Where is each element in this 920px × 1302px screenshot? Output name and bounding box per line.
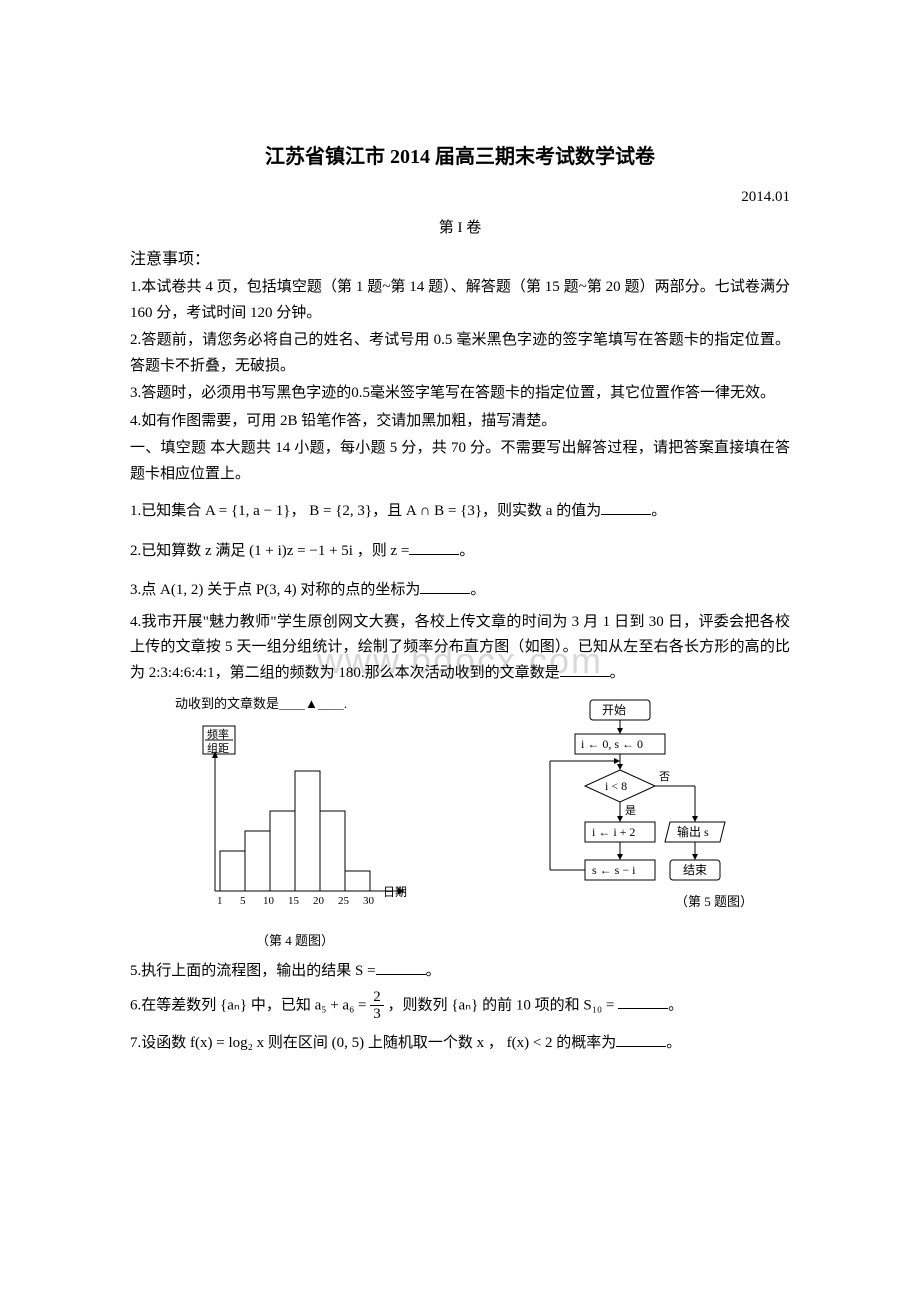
q1-suffix: 。 bbox=[651, 503, 666, 519]
arrow-icon bbox=[617, 728, 623, 734]
frac-num: 2 bbox=[370, 989, 384, 1007]
q6-an: {aₙ} bbox=[220, 997, 247, 1013]
question-6: 6.在等差数列 {aₙ} 中，已知 a₅ + a₆ = 2 3 ，则数列 {aₙ… bbox=[130, 989, 790, 1023]
notice-item: 3.答题时，必须用书写黑色字迹的0.5毫米签字笔写在答题卡的指定位置，其它位置作… bbox=[130, 381, 790, 407]
arrow-icon bbox=[692, 854, 698, 860]
x-tick: 30 bbox=[363, 895, 375, 907]
bar bbox=[345, 871, 370, 891]
blank bbox=[376, 959, 426, 975]
flowchart-svg: 开始 i ← 0, s ← 0 i < 8 否 是 i ← i + 2 s ← … bbox=[495, 696, 755, 926]
question-4: 4.我市开展"魅力教师"学生原创网文大赛，各校上传文章的时间为 3 月 1 日到… bbox=[130, 610, 790, 687]
notice-heading: 注意事项： bbox=[130, 245, 790, 269]
q6-text-b: 中，已知 bbox=[251, 997, 311, 1013]
q7-suffix: 。 bbox=[666, 1035, 681, 1051]
x-tick: 20 bbox=[313, 895, 325, 907]
blank bbox=[601, 499, 651, 515]
flow-start: 开始 bbox=[602, 703, 626, 717]
x-label: 日期 bbox=[383, 885, 407, 899]
q4-text: 4.我市开展"魅力教师"学生原创网文大赛，各校上传文章的时间为 3 月 1 日到… bbox=[130, 614, 790, 681]
flow-init: i ← 0, s ← 0 bbox=[581, 737, 643, 751]
x-tick: 5 bbox=[240, 895, 246, 907]
histogram-figure: 动收到的文章数是＿＿▲＿＿. 频率 组距 1 5 10 15 20 25 30 bbox=[165, 696, 425, 949]
flowchart-caption: （第 5 题图） bbox=[675, 894, 753, 909]
q6-s10: S₁₀ = bbox=[583, 997, 614, 1013]
q6-text-c: ，则数列 bbox=[388, 997, 448, 1013]
q2-suffix: 。 bbox=[459, 543, 474, 559]
section-label: 第 I 卷 bbox=[130, 216, 790, 237]
figures-row: 动收到的文章数是＿＿▲＿＿. 频率 组距 1 5 10 15 20 25 30 bbox=[130, 696, 790, 949]
bar bbox=[270, 811, 295, 891]
arrow-icon bbox=[617, 854, 623, 860]
question-1: 1.已知集合 A = {1, a − 1}， B = {2, 3}，且 A ∩ … bbox=[130, 499, 790, 525]
question-7: 7.设函数 f(x) = log₂ x 则在区间 (0, 5) 上随机取一个数 … bbox=[130, 1031, 790, 1057]
hist-title: 动收到的文章数是＿＿▲＿＿. bbox=[175, 696, 347, 711]
blank bbox=[618, 993, 668, 1009]
fraction: 2 3 bbox=[370, 989, 384, 1023]
question-2: 2.已知算数 z 满足 (1 + i)z = −1 + 5i ，则 z = 。 bbox=[130, 539, 790, 565]
bar bbox=[220, 851, 245, 891]
q3-text: 3.点 A(1, 2) 关于点 P(3, 4) 对称的点的坐标为 bbox=[130, 582, 420, 598]
histogram-caption: （第 4 题图） bbox=[256, 930, 334, 949]
arrow-icon bbox=[614, 758, 620, 764]
blank bbox=[409, 539, 459, 555]
x-tick: 25 bbox=[338, 895, 350, 907]
q5-suffix: 。 bbox=[426, 963, 441, 979]
flow-cond: i < 8 bbox=[605, 779, 627, 793]
arrow-icon bbox=[617, 816, 623, 822]
page-title: 江苏省镇江市 2014 届高三期末考试数学试卷 bbox=[130, 140, 790, 169]
flow-step: i ← i + 2 bbox=[592, 825, 635, 839]
bar bbox=[320, 811, 345, 891]
q2-text: 2.已知算数 z 满足 (1 + i)z = −1 + 5i ，则 z = bbox=[130, 543, 409, 559]
notice-item: 4.如有作图需要，可用 2B 铅笔作答，交请加黑加粗，描写清楚。 bbox=[130, 409, 790, 435]
q6-text-a: 6.在等差数列 bbox=[130, 997, 216, 1013]
flow-end: 结束 bbox=[683, 863, 707, 877]
arrow-icon bbox=[692, 816, 698, 822]
notice-item: 2.答题前，请您务必将自己的姓名、考试号用 0.5 毫米黑色字迹的签字笔填写在答… bbox=[130, 328, 790, 379]
q4-suffix: 。 bbox=[610, 665, 625, 681]
question-3: 3.点 A(1, 2) 关于点 P(3, 4) 对称的点的坐标为 。 bbox=[130, 578, 790, 604]
q6-a5a6: a₅ + a₆ = bbox=[315, 997, 367, 1013]
q7-fx: f(x) = log₂ x bbox=[190, 1035, 264, 1051]
histogram-svg: 动收到的文章数是＿＿▲＿＿. 频率 组距 1 5 10 15 20 25 30 bbox=[165, 696, 425, 926]
x-tick: 1 bbox=[217, 895, 223, 907]
q1-text: 1.已知集合 A = {1, a − 1}， B = {2, 3}，且 A ∩ … bbox=[130, 503, 601, 519]
y-label-top: 频率 bbox=[207, 727, 229, 741]
bar bbox=[245, 831, 270, 891]
q6-suffix: 。 bbox=[668, 997, 683, 1013]
question-5: 5.执行上面的流程图，输出的结果 S = 。 bbox=[130, 959, 790, 985]
blank bbox=[616, 1031, 666, 1047]
flow-output: 输出 s bbox=[677, 824, 709, 839]
blank bbox=[560, 661, 610, 677]
date: 2014.01 bbox=[130, 189, 790, 206]
q7-text-a: 7.设函数 bbox=[130, 1035, 186, 1051]
q6-an2: {aₙ} bbox=[451, 997, 478, 1013]
bar bbox=[295, 771, 320, 891]
blank bbox=[420, 578, 470, 594]
flowchart-figure: 开始 i ← 0, s ← 0 i < 8 否 是 i ← i + 2 s ← … bbox=[495, 696, 755, 949]
flow-no: 否 bbox=[659, 771, 670, 783]
frac-den: 3 bbox=[370, 1006, 384, 1023]
flow-yes: 是 bbox=[625, 804, 636, 817]
section-intro: 一、填空题 本大题共 14 小题，每小题 5 分，共 70 分。不需要写出解答过… bbox=[130, 436, 790, 487]
notice-item: 1.本试卷共 4 页，包括填空题（第 1 题~第 14 题）、解答题（第 15 … bbox=[130, 275, 790, 326]
q5-text: 5.执行上面的流程图，输出的结果 S = bbox=[130, 963, 376, 979]
q6-text-d: 的前 10 项的和 bbox=[482, 997, 580, 1013]
q3-suffix: 。 bbox=[470, 582, 485, 598]
flow-accum: s ← s − i bbox=[592, 863, 636, 877]
arrow-icon bbox=[617, 764, 623, 770]
y-label-bottom: 组距 bbox=[207, 741, 229, 755]
x-tick: 10 bbox=[263, 895, 275, 907]
q7-text-b: 则在区间 (0, 5) 上随机取一个数 x ， f(x) < 2 的概率为 bbox=[268, 1035, 616, 1051]
x-tick: 15 bbox=[288, 895, 300, 907]
